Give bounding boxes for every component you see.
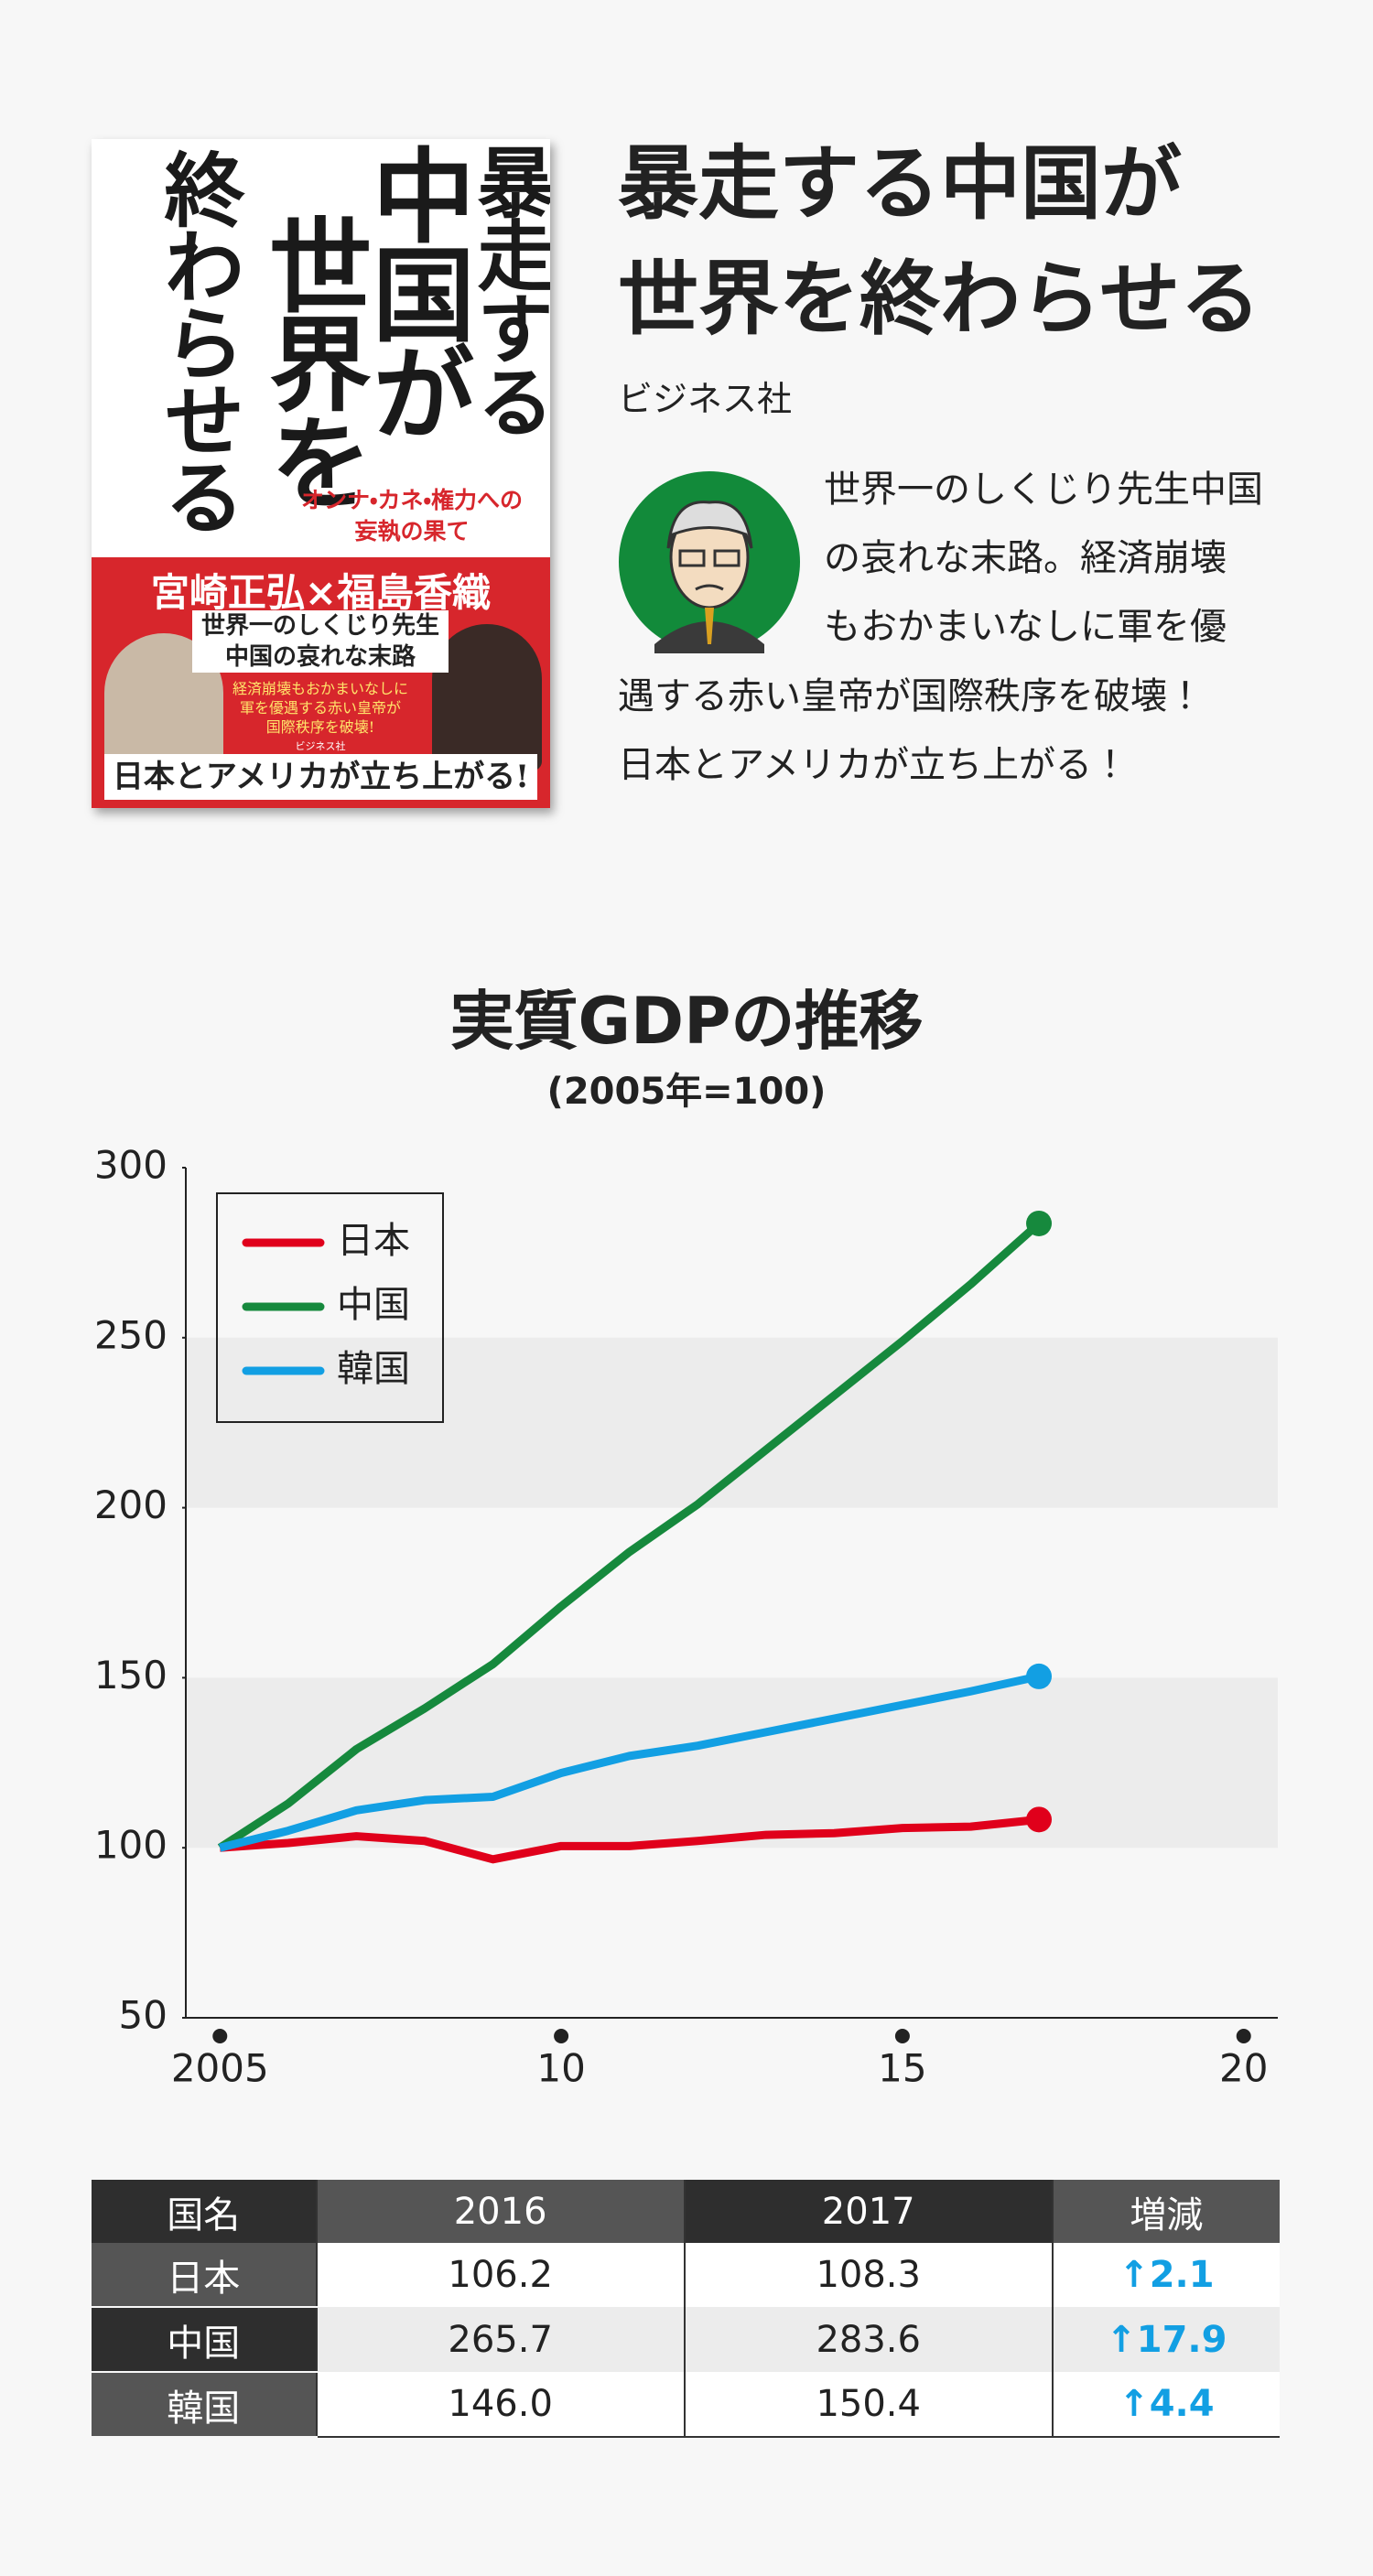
cover-blurb: 経済崩壊もおかまいなしに 軍を優遇する赤い皇帝が 国際秩序を破壊! ビジネス社 (211, 679, 430, 756)
chart: 実質GDPの推移 (2005年=100) 50 100 150 200 250 300 20… (94, 984, 1278, 2091)
avatar-tie (705, 608, 714, 644)
x-tick-label: 15 (878, 2046, 926, 2091)
author-photo (432, 624, 542, 771)
cover-title: 暴走する (465, 143, 550, 436)
description-line: の哀れな末路。経済崩壊 (824, 537, 1227, 579)
table-cell: 108.3 (683, 2243, 1053, 2307)
description-line: 日本とアメリカが立ち上がる！ (618, 744, 1129, 786)
x-tick-label: 10 (536, 2046, 585, 2091)
legend-label: 韓国 (337, 1348, 410, 1390)
series-line (217, 1220, 1043, 1851)
end-marker (1026, 1663, 1053, 1689)
avatar-mouth (695, 584, 724, 591)
cover-publisher: ビジネス社 (295, 740, 346, 752)
chart-subtitle: (2005年=100) (547, 1071, 827, 1113)
table-cell: ↑4.4 (1051, 2372, 1280, 2438)
table-header-cell: 2017 (683, 2180, 1053, 2243)
cover-banner: 日本とアメリカが立ち上がる! (104, 754, 537, 800)
cover-subtitle: オンナ・カネ・権力への 妄執の果て (275, 485, 549, 547)
table-cell: 日本 (92, 2243, 317, 2308)
cover-subtitle-line: オンナ・カネ・権力への (300, 487, 523, 513)
table-cell: ↑2.1 (1051, 2243, 1280, 2307)
x-tick (212, 2029, 228, 2043)
table-cell: 韓国 (92, 2372, 317, 2438)
cover-authors: 宮崎正弘×福島香織 (150, 570, 492, 615)
cover-subtitle-line: 妄執の果て (354, 518, 470, 544)
y-tick-label: 100 (94, 1823, 168, 1868)
x-tick-label: 2005 (171, 2046, 269, 2091)
end-marker (1026, 1210, 1053, 1236)
description-line: 遇する赤い皇帝が国際秩序を破壊！ (618, 675, 1204, 717)
description-line: 世界一のしくじり先生中国 (824, 469, 1263, 511)
table-cell: 中国 (92, 2307, 317, 2373)
y-tick-label: 200 (94, 1482, 168, 1527)
book-publisher: ビジネス社 (618, 379, 793, 419)
table-cell: ↑17.9 (1051, 2307, 1280, 2372)
book-title: 世界を終わらせる (618, 252, 1261, 346)
series-line (219, 1672, 1040, 1852)
cover-catch-line: 中国の哀れな末路 (224, 643, 416, 671)
cover-title: 中国が (355, 143, 475, 439)
avatar-glasses (713, 549, 741, 567)
series-line (219, 1815, 1040, 1864)
table-cell: 150.4 (683, 2372, 1053, 2438)
legend-box (216, 1192, 444, 1423)
x-tick (1236, 2029, 1251, 2043)
y-tick-label: 150 (94, 1653, 168, 1698)
book-title: 暴走する中国が (618, 136, 1183, 231)
book-cover: 暴走する 中国が 世界を 終わらせる オンナ・カネ・権力への 妄執の果て 宮崎正… (92, 139, 550, 808)
cover-catch: 世界一のしくじり先生 中国の哀れな末路 (192, 610, 449, 673)
avatar-hair (666, 501, 753, 549)
table-row: 中国 265.7 283.6 ↑17.9 (92, 2307, 1280, 2373)
y-tick-label: 250 (94, 1312, 168, 1357)
chart-title: 実質GDPの推移 (450, 984, 924, 1059)
x-tick (554, 2029, 569, 2043)
y-tick-label: 300 (94, 1143, 168, 1188)
cover-blurb-line: 経済崩壊もおかまいなしに (232, 680, 408, 697)
table-row: 韓国 146.0 150.4 ↑4.4 (92, 2372, 1280, 2438)
x-tick (894, 2029, 910, 2043)
cover-title: 世界を (252, 212, 372, 509)
table-cell: 146.0 (315, 2372, 685, 2438)
table-cell: 106.2 (315, 2243, 685, 2307)
table-header-cell: 国名 (92, 2180, 317, 2243)
table-cell: 283.6 (683, 2307, 1053, 2372)
table-header-cell: 増減 (1051, 2180, 1280, 2243)
cover-catch-line: 世界一のしくじり先生 (200, 612, 439, 640)
table-row: 日本 106.2 108.3 ↑2.1 (92, 2243, 1280, 2308)
author-avatar (619, 471, 800, 653)
y-tick-label: 50 (119, 1993, 168, 2038)
legend-label: 中国 (337, 1284, 410, 1326)
end-marker (1026, 1806, 1053, 1833)
cover-title: 終わらせる (151, 148, 246, 533)
data-table: 国名 2016 2017 増減 日本 106.2 108.3 ↑2.1 中国 265.7 283.6… (92, 2180, 1280, 2438)
table-header-cell: 2016 (315, 2180, 685, 2243)
x-tick-label: 20 (1219, 2046, 1268, 2091)
legend-label: 日本 (337, 1220, 410, 1262)
cover-blurb-line: 軍を優遇する赤い皇帝が (239, 699, 401, 717)
description-line: もおかまいなしに軍を優 (824, 606, 1227, 648)
table-cell: 265.7 (315, 2307, 685, 2372)
plot-band (186, 1677, 1278, 1848)
table-header-row: 国名 2016 2017 増減 (92, 2180, 1280, 2243)
avatar-glasses (678, 549, 706, 567)
cover-blurb-line: 国際秩序を破壊! (265, 718, 375, 736)
